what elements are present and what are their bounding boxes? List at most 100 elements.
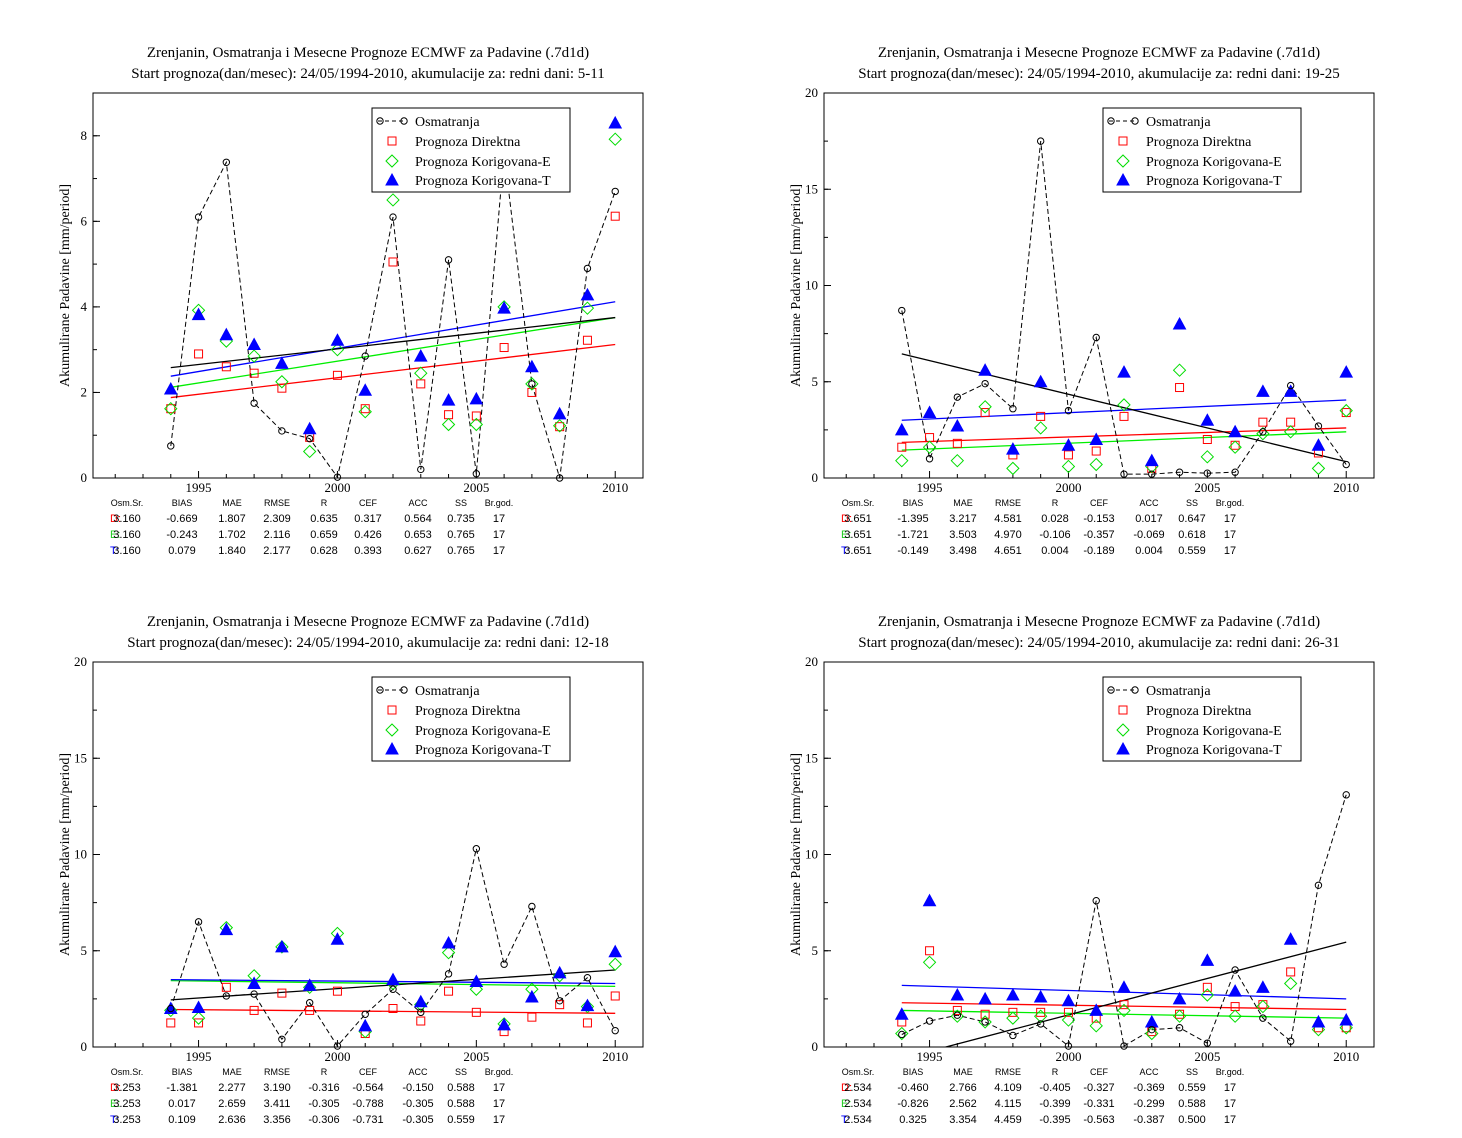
korigovana-t-point [1256, 980, 1270, 993]
trend-line-korT [170, 301, 616, 377]
osmatranja-point [1120, 470, 1128, 478]
direktna-point [194, 1018, 204, 1028]
osmatranja-point [1314, 881, 1323, 889]
legend-osmatranja-marker [1107, 117, 1115, 125]
stats-cell: 3.190 [263, 1082, 291, 1094]
stats-cell: 4.581 [994, 513, 1022, 525]
korigovana-t-point [580, 287, 595, 301]
direktna-point [1091, 446, 1101, 456]
series-osmatranja [167, 845, 619, 1050]
stats-cell: 0.765 [447, 529, 475, 541]
korigovana-e-point [1033, 421, 1048, 435]
trend-line-direct [901, 427, 1347, 444]
stats-row-label: E: [841, 1098, 851, 1110]
chart-title: Zrenjanin, Osmatranja i Mesecne Prognoze… [878, 614, 1320, 630]
korigovana-t-point [1089, 1003, 1104, 1016]
series-korigovana-t [894, 893, 1354, 1028]
direktna-point [471, 1007, 481, 1017]
korigovana-t-point [894, 422, 909, 436]
stats-cell: -0.305 [308, 1098, 339, 1110]
chart-subtitle: Start prognoza(dan/mesec): 24/05/1994-20… [131, 66, 604, 82]
stats-header-cell: R [321, 498, 328, 508]
legend-korigovana-e-marker [385, 154, 399, 168]
korigovana-e-point [1172, 1009, 1187, 1023]
legend-korigovana-t-marker [385, 741, 399, 755]
x-tick-label: 2010 [602, 480, 628, 495]
korigovana-t-point [552, 965, 567, 979]
chart-svg: Zrenjanin, Osmatranja i Mesecne Prognoze… [58, 45, 644, 557]
osmatranja-point [898, 306, 906, 315]
korigovana-t-point [894, 1007, 909, 1020]
stats-cell: 1.702 [218, 529, 246, 541]
korigovana-t-point [1256, 384, 1270, 397]
direktna-point [249, 1005, 259, 1015]
x-tick-label: 2010 [1333, 1049, 1359, 1064]
korigovana-t-point [1117, 365, 1131, 378]
series-direktna [897, 383, 1351, 473]
stats-cell: 0.659 [310, 529, 338, 541]
stats-cell: 0.559 [1178, 1082, 1206, 1094]
series-osmatranja [898, 791, 1350, 1050]
trend-line-direct [170, 1008, 616, 1014]
direktna-point [1341, 408, 1351, 418]
series-direktna [166, 211, 620, 442]
trend-line-korE [901, 431, 1347, 451]
legend-osmatranja-marker [1131, 686, 1139, 694]
stats-cell: 17 [493, 513, 505, 525]
direktna-point [1119, 411, 1129, 421]
x-tick-label: 1995 [917, 480, 943, 495]
legend-box [371, 107, 571, 193]
y-tick-label: 0 [81, 1039, 88, 1054]
korigovana-t-point [1339, 365, 1354, 378]
korigovana-t-point [247, 337, 261, 351]
stats-header-cell: SS [455, 1067, 467, 1077]
chart-title: Zrenjanin, Osmatranja i Mesecne Prognoze… [147, 45, 589, 61]
korigovana-e-point [302, 444, 317, 459]
legend-osmatranja-marker [376, 686, 384, 694]
stats-cell: -0.826 [897, 1098, 928, 1110]
osmatranja-line [170, 152, 616, 479]
legend-label: Prognoza Direktna [415, 704, 521, 719]
korigovana-t-point [1283, 932, 1298, 945]
y-tick-label: 2 [81, 384, 88, 399]
stats-table: Osm.Sr. BIAS MAE RMSE R CEF ACC SS Br.god.D:3.25… [110, 1067, 513, 1126]
osmatranja-point [1342, 460, 1350, 469]
stats-cell: 17 [493, 545, 505, 557]
legend-box [1102, 676, 1302, 762]
osmatranja-point [1009, 405, 1017, 413]
osmatranja-point [1092, 897, 1100, 905]
x-tick-label: 2010 [602, 1049, 628, 1064]
direktna-point [277, 383, 287, 393]
stats-cell: 0.653 [404, 529, 432, 541]
stats-cell: -0.316 [308, 1082, 339, 1094]
stats-header-cell: ACC [408, 1067, 428, 1077]
direktna-point [277, 988, 287, 998]
x-tick-label: 1995 [917, 1049, 943, 1064]
korigovana-t-point [1061, 438, 1076, 451]
osmatranja-point [361, 352, 369, 360]
korigovana-e-point [1033, 1009, 1048, 1023]
stats-cell: -0.788 [352, 1098, 383, 1110]
korigovana-t-point [1006, 442, 1020, 455]
korigovana-t-point [552, 406, 567, 420]
osmatranja-point [925, 1017, 934, 1025]
osmatranja-point [472, 470, 481, 478]
stats-row-label: E: [110, 1098, 120, 1110]
osmatranja-point [389, 213, 397, 221]
stats-cell: -0.331 [1083, 1098, 1114, 1110]
stats-cell: -0.106 [1039, 529, 1070, 541]
direktna-point [555, 422, 565, 432]
korigovana-e-point [552, 419, 567, 433]
legend-osmatranja-marker [400, 686, 408, 694]
korigovana-t-point [608, 115, 623, 129]
osmatranja-point [555, 997, 564, 1005]
stats-cell: 2.534 [844, 1098, 872, 1110]
korigovana-e-point [950, 1009, 965, 1023]
korigovana-t-point [922, 405, 937, 419]
chart-subtitle: Start prognoza(dan/mesec): 24/05/1994-20… [127, 635, 609, 651]
x-tick-label: 1995 [186, 1049, 212, 1064]
korigovana-e-point [414, 366, 428, 380]
osmatranja-point [611, 187, 619, 196]
direktna-point [527, 1012, 537, 1022]
stats-header-cell: RMSE [264, 498, 290, 508]
